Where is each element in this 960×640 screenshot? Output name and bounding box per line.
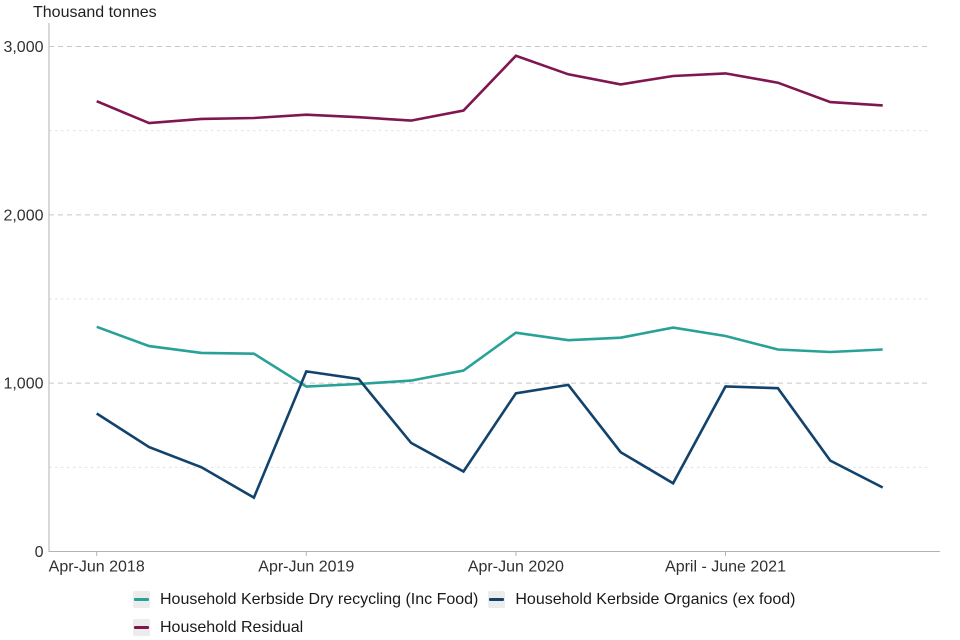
legend-series-swatch (133, 591, 150, 608)
legend-label: Household Kerbside Organics (ex food) (515, 591, 796, 608)
series-line-0 (96, 325, 883, 388)
chart-legend: Household Kerbside Dry recycling (Inc Fo… (133, 590, 903, 637)
y-axis-tick-label: 3,000 (3, 39, 43, 56)
x-axis-tick-label: Apr-Jun 2019 (258, 559, 354, 576)
line-chart-canvas: Apr-Jun 2018 Apr-Jun 2019 Apr-Jun 2020 Apri… (3, 23, 940, 576)
series-line-1 (95, 369, 884, 500)
y-axis-tick-label: 0 (35, 544, 44, 561)
x-axis-tick-label: Apr-Jun 2018 (49, 559, 145, 576)
legend-series-swatch (488, 591, 506, 608)
x-axis-tick-label: Apr-Jun 2020 (468, 559, 564, 576)
y-axis-tick-label: 1,000 (3, 376, 43, 393)
legend-line-dash-icon (134, 598, 149, 601)
legend-series-swatch (133, 619, 150, 636)
legend-item-0: Household Kerbside Dry recycling (Inc Fo… (133, 590, 478, 609)
legend-item-1: Household Kerbside Organics (ex food) (488, 590, 796, 609)
legend-line-dash-icon (134, 626, 149, 629)
legend-label: Household Residual (160, 619, 304, 636)
legend-line-dash-icon (489, 598, 505, 601)
series-line-2 (96, 54, 883, 125)
legend-label: Household Kerbside Dry recycling (Inc Fo… (160, 591, 479, 608)
x-axis-tick-label: April - June 2021 (665, 559, 786, 576)
y-axis-tick-label: 2,000 (3, 207, 43, 224)
y-axis-units-title: Thousand tonnes (33, 4, 157, 21)
legend-item-2: Household Residual (133, 618, 303, 637)
